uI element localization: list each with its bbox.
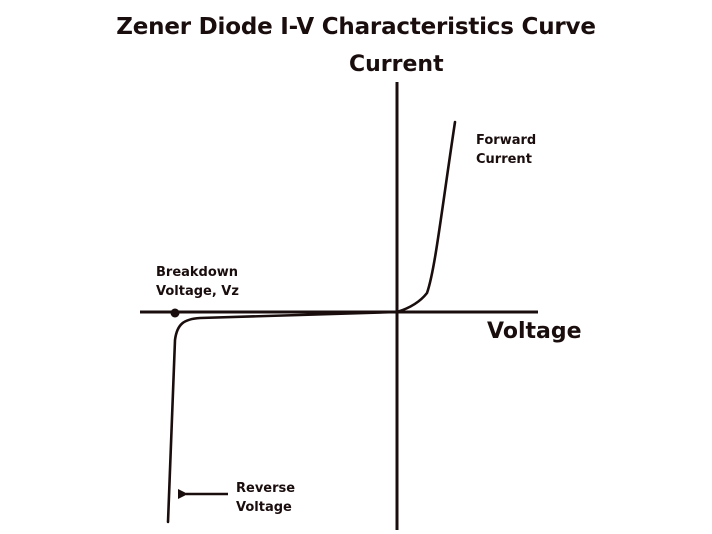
forward-characteristic-curve [395, 120, 457, 314]
reverse-characteristic-curve [166, 310, 399, 524]
current-axis-label: Current [349, 52, 444, 77]
forward-current-annotation: Forward Current [476, 131, 536, 169]
breakdown-voltage-line-1: Breakdown [156, 265, 239, 280]
breakdown-voltage-line-2: Voltage, Vz [156, 284, 239, 299]
reverse-voltage-line-1: Reverse [236, 481, 296, 496]
voltage-axis-label: Voltage [487, 319, 582, 344]
breakdown-point-dot [170, 308, 180, 318]
forward-current-line-1: Forward [476, 133, 537, 148]
reverse-voltage-annotation: Reverse Voltage [236, 479, 295, 517]
reverse-voltage-line-2: Voltage [236, 500, 292, 515]
forward-current-line-2: Current [476, 152, 532, 167]
diagram-title: Zener Diode I-V Characteristics Curve [116, 14, 596, 40]
breakdown-voltage-annotation: Breakdown Voltage, Vz [156, 263, 239, 301]
